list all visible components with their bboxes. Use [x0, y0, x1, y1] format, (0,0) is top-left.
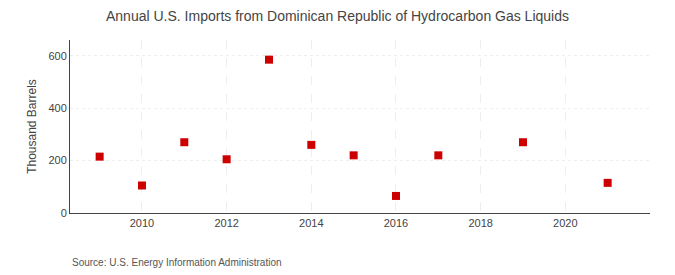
svg-text:Thousand Barrels: Thousand Barrels	[25, 79, 39, 174]
svg-text:0: 0	[61, 207, 67, 219]
svg-text:400: 400	[48, 102, 66, 114]
svg-text:2020: 2020	[553, 217, 577, 229]
svg-text:Source: U.S. Energy Informatio: Source: U.S. Energy Information Administ…	[72, 257, 282, 268]
svg-text:200: 200	[48, 154, 66, 166]
svg-text:2012: 2012	[214, 217, 238, 229]
svg-text:Annual U.S. Imports from Domin: Annual U.S. Imports from Dominican Repub…	[106, 8, 569, 24]
svg-text:2016: 2016	[384, 217, 408, 229]
svg-text:2014: 2014	[299, 217, 323, 229]
svg-text:2010: 2010	[130, 217, 154, 229]
svg-text:600: 600	[48, 50, 66, 62]
svg-text:2018: 2018	[468, 217, 492, 229]
